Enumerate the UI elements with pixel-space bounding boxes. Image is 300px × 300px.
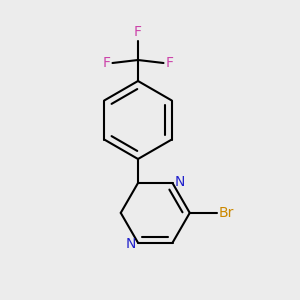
Text: N: N — [175, 175, 185, 188]
Text: F: F — [134, 25, 142, 39]
Text: F: F — [165, 56, 173, 70]
Text: Br: Br — [218, 206, 234, 220]
Text: N: N — [125, 237, 136, 251]
Text: F: F — [103, 56, 111, 70]
